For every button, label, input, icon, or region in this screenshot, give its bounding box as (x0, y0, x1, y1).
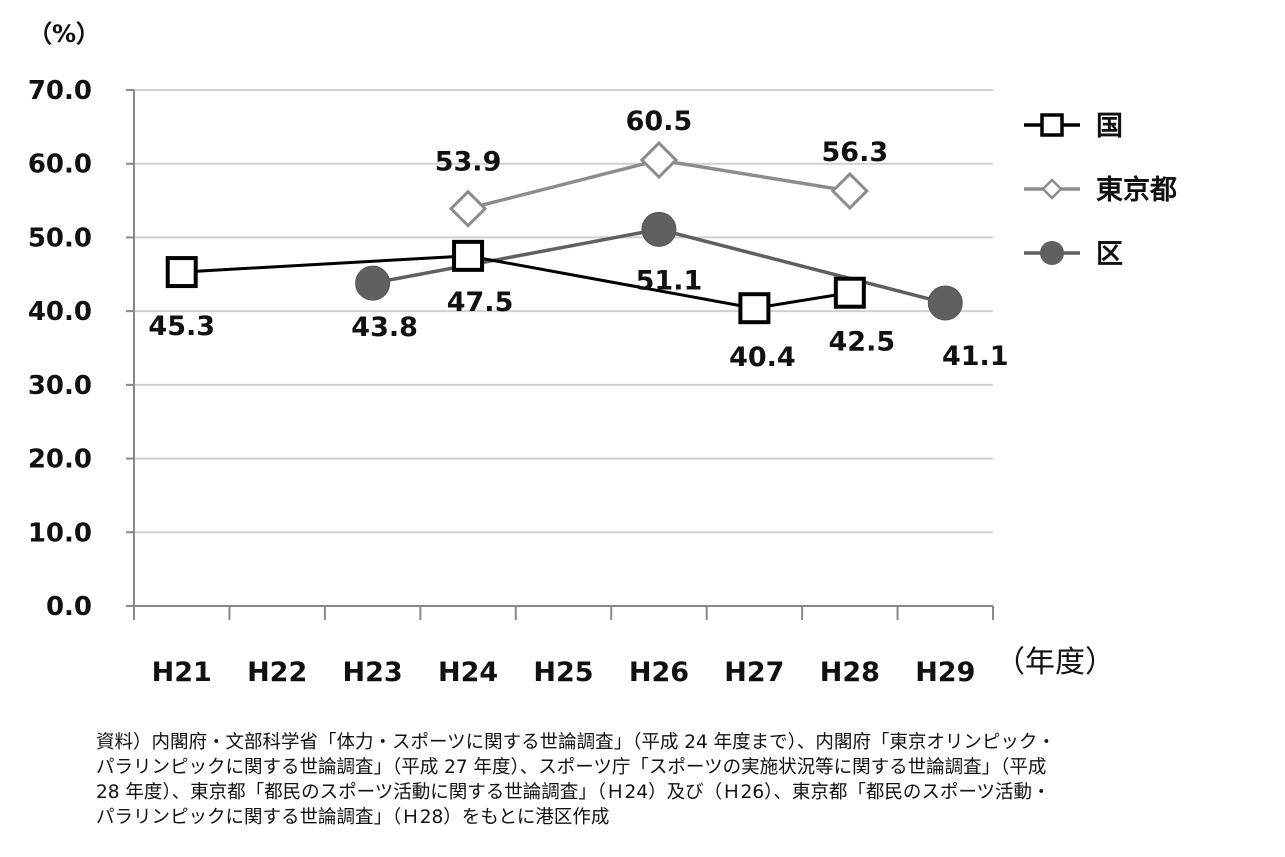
y-tick-label: 20.0 (28, 445, 92, 475)
y-tick-label: 60.0 (28, 150, 92, 180)
data-label: 60.5 (626, 106, 693, 137)
data-point (641, 211, 677, 247)
source-line-2: パラリンピックに関する世論調査」（平成 27 年度）、スポーツ庁「スポーツの実施… (96, 757, 1047, 778)
x-tick-label: H21 (152, 657, 212, 688)
gridlines (134, 89, 993, 534)
source-line-1: 資料）内閣府・文部科学省「体力・スポーツに関する世論調査」（平成 24 年度まで… (96, 732, 1056, 753)
x-tick-label: H28 (820, 657, 880, 688)
legend-marker (1040, 113, 1064, 137)
y-tick-label: 30.0 (28, 371, 92, 401)
y-tick-label: 40.0 (28, 297, 92, 327)
legend-label: 東京都 (1096, 174, 1177, 206)
y-tick-label: 10.0 (28, 518, 92, 548)
data-label: 47.5 (447, 287, 514, 318)
x-tick-label: H27 (724, 657, 784, 688)
x-tick-label: H26 (629, 657, 689, 688)
y-axis-unit-label: （%） (28, 20, 100, 48)
data-point (830, 171, 869, 211)
y-tick-label: 50.0 (28, 223, 92, 253)
data-label: 56.3 (822, 137, 889, 168)
x-tick-label: H25 (533, 657, 593, 688)
source-note: 資料）内閣府・文部科学省「体力・スポーツに関する世論調査」（平成 24 年度まで… (96, 730, 1281, 830)
legend-marker (1041, 178, 1063, 200)
data-labels: 45.3 47.5 40.4 42.5 53.9 60.5 56.3 43.8 51.1 41.1 (148, 106, 1008, 373)
x-axis-unit-label: （年度） (995, 645, 1115, 680)
data-point (639, 140, 679, 180)
x-tick-label: H22 (247, 657, 307, 688)
legend-label: 区 (1096, 239, 1123, 270)
legend-label: 国 (1096, 111, 1123, 142)
series-line-1 (181, 254, 851, 310)
data-label: 41.1 (942, 341, 1009, 372)
data-point (355, 265, 391, 301)
y-tick-label: 70.0 (28, 76, 92, 106)
data-label: 45.3 (148, 311, 215, 342)
x-tick-label: H24 (438, 657, 498, 688)
data-label: 53.9 (435, 147, 502, 178)
data-point (448, 189, 488, 228)
data-label: 43.8 (351, 312, 418, 343)
data-point (165, 256, 198, 289)
series-markers (165, 140, 963, 325)
legend-marker (1040, 241, 1064, 265)
y-tick-labels: 0.0 10.0 20.0 30.0 40.0 50.0 60.0 70.0 (28, 76, 92, 622)
data-label: 40.4 (729, 342, 796, 373)
data-point (738, 292, 771, 325)
axes (126, 89, 994, 620)
x-tick-labels: H21 H22 H23 H24 H25 H26 H27 H28 H29 (152, 657, 976, 688)
x-tick-label: H29 (915, 657, 975, 688)
data-point (452, 239, 485, 272)
data-point (833, 276, 866, 309)
data-point (927, 285, 963, 321)
data-label: 51.1 (636, 265, 703, 296)
series-lines (181, 158, 946, 310)
data-label: 42.5 (829, 327, 896, 358)
source-line-3: 28 年度）、東京都「都民のスポーツ活動に関する世論調査」（Ｈ24）及び（Ｈ26… (96, 782, 1051, 803)
line-chart: （%） 0.010.020.030.040.050.060.070.0 H21 H… (28, 20, 1177, 688)
x-tick-label: H23 (343, 657, 403, 688)
source-line-4: パラリンピックに関する世論調査」（Ｈ28）をもとに港区作成 (96, 807, 610, 828)
y-tick-label: 0.0 (46, 592, 92, 622)
